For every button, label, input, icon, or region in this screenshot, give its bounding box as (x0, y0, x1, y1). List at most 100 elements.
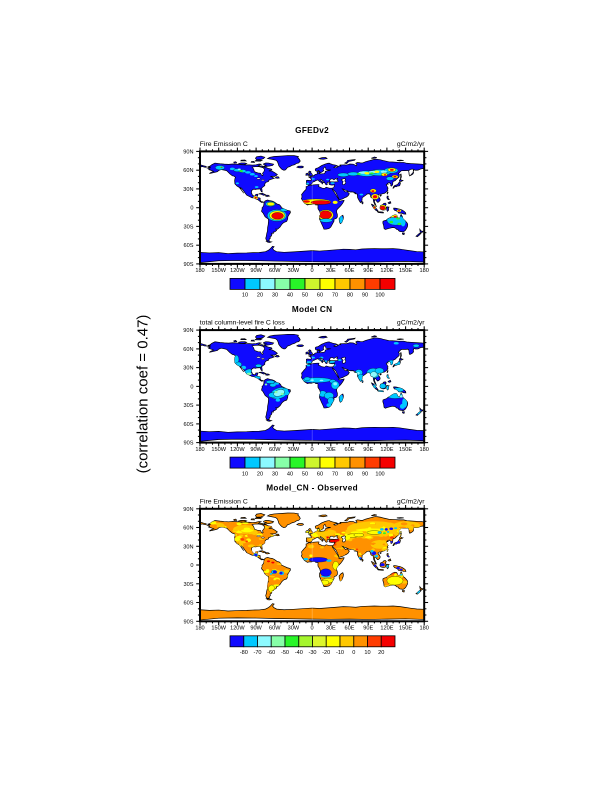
svg-text:-80: -80 (240, 650, 248, 656)
svg-text:120W: 120W (230, 268, 245, 274)
svg-text:Model_CN - Observed: Model_CN - Observed (266, 484, 358, 493)
svg-text:60W: 60W (269, 447, 281, 453)
svg-text:180: 180 (420, 268, 429, 274)
svg-text:60S: 60S (184, 601, 194, 607)
svg-text:120E: 120E (380, 626, 393, 632)
svg-text:90E: 90E (363, 626, 373, 632)
svg-text:60E: 60E (345, 447, 355, 453)
svg-text:30N: 30N (183, 187, 193, 193)
svg-text:30S: 30S (184, 224, 194, 230)
svg-text:30S: 30S (184, 403, 194, 409)
svg-text:120E: 120E (380, 447, 393, 453)
svg-text:Fire Emission C: Fire Emission C (200, 141, 248, 148)
svg-text:GFEDv2: GFEDv2 (295, 126, 329, 135)
svg-text:100: 100 (375, 471, 384, 477)
svg-text:90N: 90N (183, 507, 193, 513)
svg-text:10: 10 (364, 650, 370, 656)
svg-text:50: 50 (302, 471, 308, 477)
svg-text:90N: 90N (183, 149, 193, 155)
svg-text:60E: 60E (345, 268, 355, 274)
svg-text:90W: 90W (250, 447, 262, 453)
svg-text:30E: 30E (326, 268, 336, 274)
svg-text:30W: 30W (288, 268, 300, 274)
svg-text:-40: -40 (295, 650, 303, 656)
svg-text:gC/m2/yr: gC/m2/yr (397, 320, 425, 327)
svg-text:180: 180 (420, 626, 429, 632)
svg-text:30S: 30S (184, 582, 194, 588)
svg-text:120W: 120W (230, 626, 245, 632)
svg-text:20: 20 (378, 650, 384, 656)
svg-text:total column-level fire C loss: total column-level fire C loss (200, 320, 286, 327)
svg-text:0: 0 (190, 206, 193, 212)
svg-text:90: 90 (362, 471, 368, 477)
svg-text:150E: 150E (399, 626, 412, 632)
svg-text:30W: 30W (288, 626, 300, 632)
svg-text:40: 40 (287, 471, 293, 477)
svg-text:120E: 120E (380, 268, 393, 274)
svg-text:20: 20 (257, 471, 263, 477)
svg-text:0: 0 (311, 268, 314, 274)
svg-text:60: 60 (317, 293, 323, 299)
svg-text:60N: 60N (183, 526, 193, 532)
svg-text:30: 30 (272, 471, 278, 477)
svg-text:90W: 90W (250, 268, 262, 274)
svg-text:100: 100 (375, 293, 384, 299)
svg-text:-50: -50 (281, 650, 289, 656)
svg-text:0: 0 (311, 626, 314, 632)
svg-text:180: 180 (195, 447, 204, 453)
svg-text:70: 70 (332, 471, 338, 477)
svg-text:150W: 150W (211, 626, 226, 632)
svg-text:0: 0 (311, 447, 314, 453)
svg-text:60N: 60N (183, 168, 193, 174)
svg-text:-60: -60 (267, 650, 275, 656)
svg-text:90E: 90E (363, 268, 373, 274)
svg-text:90N: 90N (183, 328, 193, 334)
svg-text:60W: 60W (269, 268, 281, 274)
svg-text:150W: 150W (211, 447, 226, 453)
svg-text:180: 180 (420, 447, 429, 453)
svg-text:180: 180 (195, 268, 204, 274)
svg-text:30W: 30W (288, 447, 300, 453)
svg-text:60S: 60S (184, 243, 194, 249)
svg-text:-30: -30 (308, 650, 316, 656)
svg-text:-20: -20 (322, 650, 330, 656)
svg-text:-70: -70 (253, 650, 261, 656)
svg-text:40: 40 (287, 293, 293, 299)
svg-text:30E: 30E (326, 447, 336, 453)
svg-text:180: 180 (195, 626, 204, 632)
svg-text:0: 0 (190, 384, 193, 390)
svg-text:150W: 150W (211, 268, 226, 274)
svg-text:-10: -10 (336, 650, 344, 656)
svg-text:60: 60 (317, 471, 323, 477)
svg-text:gC/m2/yr: gC/m2/yr (397, 141, 425, 148)
svg-text:0: 0 (190, 563, 193, 569)
svg-text:30N: 30N (183, 366, 193, 372)
svg-text:120W: 120W (230, 447, 245, 453)
svg-text:70: 70 (332, 293, 338, 299)
svg-text:0: 0 (352, 650, 355, 656)
svg-text:80: 80 (347, 293, 353, 299)
svg-text:90S: 90S (184, 619, 194, 625)
svg-text:60S: 60S (184, 422, 194, 428)
svg-text:gC/m2/yr: gC/m2/yr (397, 498, 425, 505)
svg-text:60E: 60E (345, 626, 355, 632)
svg-text:60N: 60N (183, 347, 193, 353)
svg-text:150E: 150E (399, 447, 412, 453)
svg-text:30N: 30N (183, 544, 193, 550)
svg-text:90S: 90S (184, 441, 194, 447)
svg-text:10: 10 (242, 471, 248, 477)
svg-text:20: 20 (257, 293, 263, 299)
svg-text:90S: 90S (184, 262, 194, 268)
svg-text:Model CN: Model CN (292, 305, 333, 314)
svg-text:90: 90 (362, 293, 368, 299)
svg-text:80: 80 (347, 471, 353, 477)
svg-text:150E: 150E (399, 268, 412, 274)
svg-text:(correlation coef = 0.47): (correlation coef = 0.47) (135, 315, 152, 474)
svg-text:30: 30 (272, 293, 278, 299)
svg-text:60W: 60W (269, 626, 281, 632)
svg-text:90W: 90W (250, 626, 262, 632)
svg-text:90E: 90E (363, 447, 373, 453)
svg-text:Fire Emission C: Fire Emission C (200, 498, 248, 505)
svg-text:50: 50 (302, 293, 308, 299)
svg-text:30E: 30E (326, 626, 336, 632)
